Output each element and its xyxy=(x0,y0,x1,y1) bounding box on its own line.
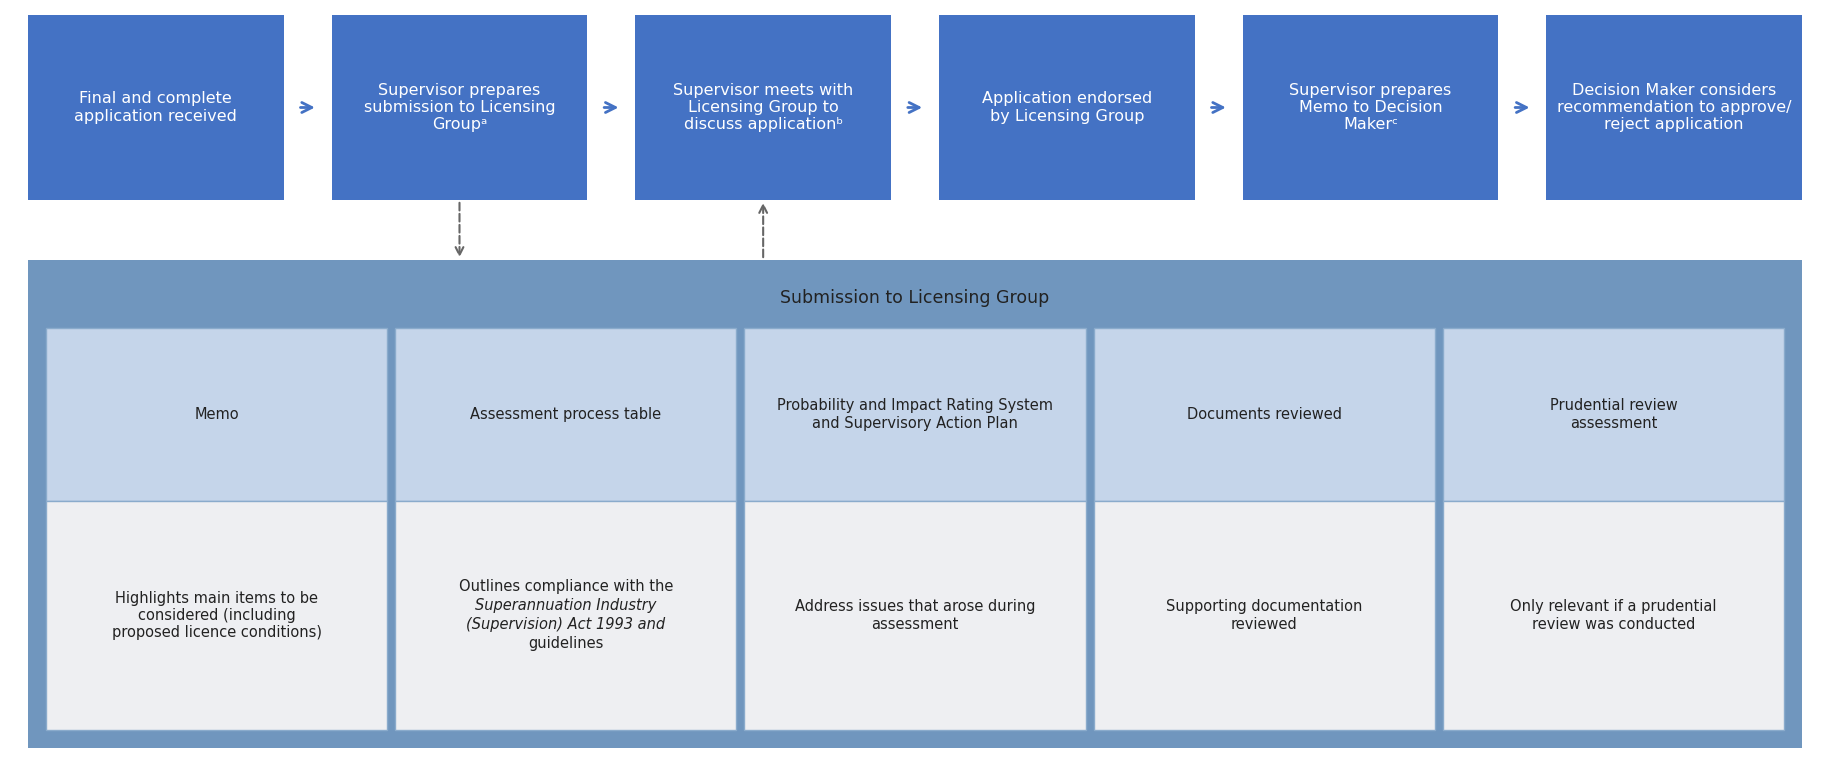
FancyBboxPatch shape xyxy=(939,15,1195,200)
Text: Supporting documentation
reviewed: Supporting documentation reviewed xyxy=(1166,599,1362,631)
Text: Final and complete
application received: Final and complete application received xyxy=(75,91,238,123)
Text: Probability and Impact Rating System
and Supervisory Action Plan: Probability and Impact Rating System and… xyxy=(778,399,1052,431)
Text: Only relevant if a prudential
review was conducted: Only relevant if a prudential review was… xyxy=(1510,599,1717,631)
FancyBboxPatch shape xyxy=(46,328,388,501)
FancyBboxPatch shape xyxy=(1546,15,1803,200)
FancyBboxPatch shape xyxy=(745,328,1085,501)
Text: Supervisor prepares
submission to Licensing
Groupᵃ: Supervisor prepares submission to Licens… xyxy=(364,82,554,133)
Text: Supervisor meets with
Licensing Group to
discuss applicationᵇ: Supervisor meets with Licensing Group to… xyxy=(673,82,853,133)
Text: Supervisor prepares
Memo to Decision
Makerᶜ: Supervisor prepares Memo to Decision Mak… xyxy=(1290,82,1451,133)
FancyBboxPatch shape xyxy=(27,260,1803,748)
FancyBboxPatch shape xyxy=(1243,15,1499,200)
FancyBboxPatch shape xyxy=(395,328,736,501)
Text: Address issues that arose during
assessment: Address issues that arose during assessm… xyxy=(794,599,1036,631)
Text: Prudential review
assessment: Prudential review assessment xyxy=(1550,399,1678,431)
FancyBboxPatch shape xyxy=(27,15,284,200)
Text: (Supervision) Act 1993 and: (Supervision) Act 1993 and xyxy=(467,618,666,632)
FancyBboxPatch shape xyxy=(1442,328,1784,501)
FancyBboxPatch shape xyxy=(745,501,1085,730)
FancyBboxPatch shape xyxy=(331,15,587,200)
FancyBboxPatch shape xyxy=(1094,328,1435,501)
Text: Documents reviewed: Documents reviewed xyxy=(1186,407,1341,422)
Text: Memo: Memo xyxy=(194,407,240,422)
FancyBboxPatch shape xyxy=(1094,501,1435,730)
Text: guidelines: guidelines xyxy=(529,636,604,651)
Text: Superannuation Industry: Superannuation Industry xyxy=(476,598,657,614)
Text: Outlines compliance with the: Outlines compliance with the xyxy=(459,580,673,594)
Text: Application endorsed
by Licensing Group: Application endorsed by Licensing Group xyxy=(981,91,1151,123)
Text: Submission to Licensing Group: Submission to Licensing Group xyxy=(780,289,1050,307)
FancyBboxPatch shape xyxy=(1442,501,1784,730)
FancyBboxPatch shape xyxy=(635,15,891,200)
Text: Assessment process table: Assessment process table xyxy=(470,407,661,422)
Text: Highlights main items to be
considered (including
proposed licence conditions): Highlights main items to be considered (… xyxy=(112,591,322,641)
FancyBboxPatch shape xyxy=(395,501,736,730)
FancyBboxPatch shape xyxy=(46,501,388,730)
Text: Decision Maker considers
recommendation to approve/
reject application: Decision Maker considers recommendation … xyxy=(1557,82,1792,133)
